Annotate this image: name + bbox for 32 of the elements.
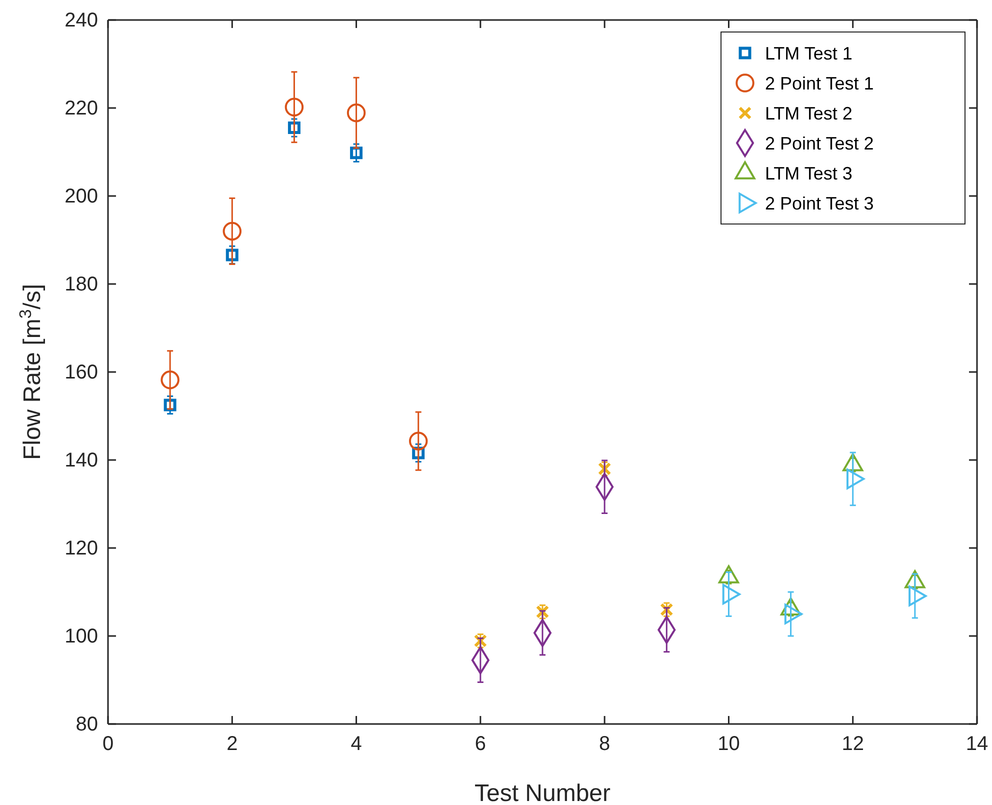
y-tick-label: 160 xyxy=(64,361,98,384)
point xyxy=(222,222,242,241)
legend-label: 2 Point Test 3 xyxy=(765,193,874,214)
point xyxy=(408,432,428,450)
legend-label: 2 Point Test 2 xyxy=(765,133,874,154)
point xyxy=(346,103,366,122)
x-tick-label: 4 xyxy=(350,733,362,756)
point xyxy=(288,122,300,134)
y-tick-label: 140 xyxy=(64,449,98,472)
point xyxy=(164,398,176,412)
legend-label: 2 Point Test 1 xyxy=(765,73,874,94)
point xyxy=(284,98,304,116)
y-tick-label: 240 xyxy=(64,9,98,32)
y-tick-label: 220 xyxy=(64,97,98,120)
y-tick-label: 180 xyxy=(64,273,98,296)
x-tick-label: 6 xyxy=(474,733,486,756)
point xyxy=(160,370,180,390)
x-tick-label: 8 xyxy=(599,733,610,756)
legend-label: LTM Test 1 xyxy=(765,43,852,64)
x-tick-label: 2 xyxy=(226,733,238,756)
y-tick-label: 80 xyxy=(76,713,98,736)
x-tick-label: 10 xyxy=(718,733,740,756)
x-axis-title: Test Number xyxy=(474,780,611,805)
y-tick-label: 120 xyxy=(64,537,98,560)
x-tick-label: 14 xyxy=(966,733,988,756)
x-tick-label: 0 xyxy=(102,733,114,756)
legend-label: LTM Test 2 xyxy=(765,103,852,124)
legend-label: LTM Test 3 xyxy=(765,163,852,184)
y-tick-label: 100 xyxy=(64,625,98,648)
point xyxy=(226,248,238,262)
y-tick-label: 200 xyxy=(64,185,98,208)
x-tick-label: 12 xyxy=(842,733,864,756)
